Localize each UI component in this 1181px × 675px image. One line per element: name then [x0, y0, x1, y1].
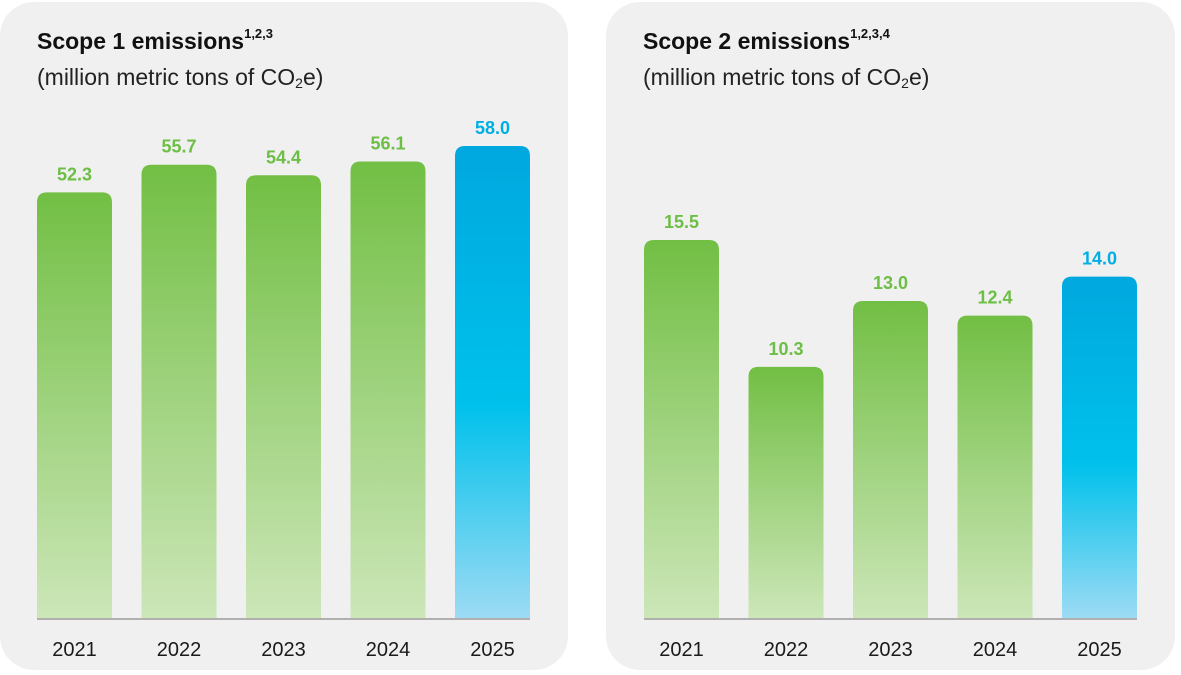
- value-label: 13.0: [873, 273, 908, 293]
- scope1-chart: 52.3 2021 55.7 2022 54.4 2023 56.1 2024 58.0 2025: [37, 118, 530, 661]
- bar-2023: [246, 175, 321, 618]
- chart-title: Scope 1 emissions1,2,3: [37, 26, 274, 55]
- bar-2022: [748, 366, 824, 618]
- x-tick-label: 2021: [52, 639, 97, 661]
- scope1-panel: Scope 1 emissions1,2,3 (million metric t…: [0, 2, 568, 670]
- value-label: 54.4: [266, 147, 301, 167]
- x-tick-label: 2022: [764, 639, 809, 661]
- x-tick-label: 2023: [261, 639, 306, 661]
- scope2-chart: 15.5 2021 10.3 2022 13.0 2023 12.4 2024 14.0 2025: [644, 212, 1137, 661]
- footnote-refs: 1,2,3: [244, 26, 274, 41]
- bar-2024: [957, 315, 1033, 618]
- bar-2022: [141, 164, 217, 619]
- scope2-panel: Scope 2 emissions1,2,3,4 (million metric…: [606, 2, 1175, 670]
- value-label: 12.4: [977, 288, 1012, 308]
- value-label: 58.0: [475, 118, 510, 138]
- value-label: 55.7: [161, 137, 196, 157]
- chart-subtitle: (million metric tons of CO2e): [37, 64, 323, 91]
- subscript: 2: [295, 75, 303, 91]
- bar-2025: [455, 146, 530, 618]
- chart-subtitle: (million metric tons of CO2e): [643, 64, 929, 91]
- x-tick-label: 2024: [366, 639, 411, 661]
- subtitle-suffix: e): [302, 64, 324, 90]
- x-tick-label: 2024: [973, 639, 1018, 661]
- chart-title: Scope 2 emissions1,2,3,4: [643, 26, 890, 55]
- bar-2024: [350, 161, 426, 618]
- x-tick-label: 2025: [470, 639, 515, 661]
- title-text: Scope 2 emissions: [643, 28, 851, 54]
- x-tick-label: 2023: [868, 639, 913, 661]
- subscript: 2: [901, 75, 909, 91]
- value-label: 10.3: [768, 339, 803, 359]
- bar-2021: [644, 240, 719, 618]
- subtitle-text: (million metric tons of CO: [37, 64, 296, 90]
- x-tick-label: 2025: [1077, 639, 1122, 661]
- bar-2021: [37, 192, 112, 618]
- value-label: 15.5: [664, 212, 699, 232]
- footnote-refs: 1,2,3,4: [850, 26, 890, 41]
- value-label: 14.0: [1082, 249, 1117, 269]
- subtitle-suffix: e): [908, 64, 930, 90]
- x-tick-label: 2021: [659, 639, 704, 661]
- bar-2025: [1062, 276, 1137, 618]
- subtitle-text: (million metric tons of CO: [643, 64, 902, 90]
- value-label: 56.1: [370, 133, 405, 153]
- value-label: 52.3: [57, 164, 92, 184]
- bar-2023: [853, 300, 928, 618]
- x-tick-label: 2022: [157, 639, 202, 661]
- title-text: Scope 1 emissions: [37, 28, 245, 54]
